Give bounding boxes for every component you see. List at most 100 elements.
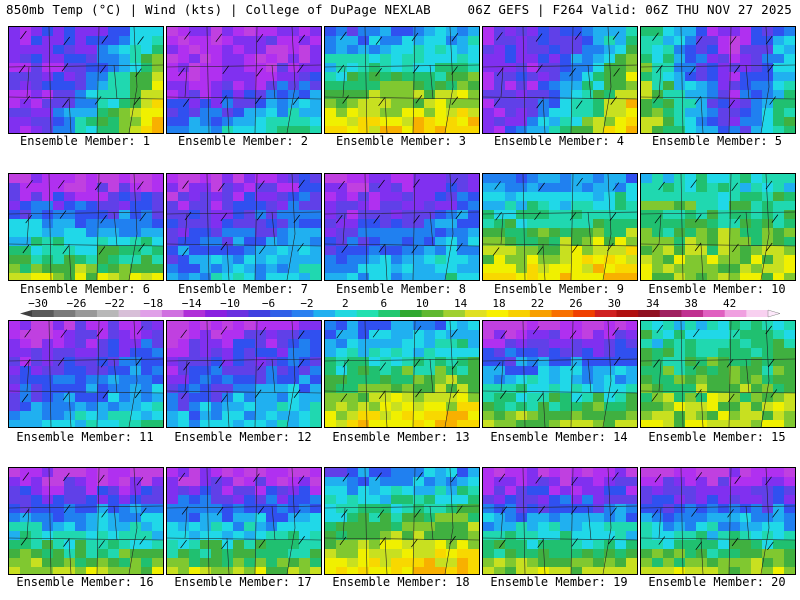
wind-barb [494,181,501,190]
wind-barb [732,329,740,338]
wind-barb [220,394,228,403]
state-border [9,505,163,509]
colorbar-swatch [659,310,682,317]
wind-barb [532,325,540,335]
colorbar-tick-label: 34 [646,297,660,310]
wind-barb [576,177,583,187]
wind-barb [451,177,458,187]
wind-barb [608,535,615,545]
wind-barb [23,95,31,105]
wind-barb [101,509,108,518]
temperature-field [483,321,637,427]
wind-barb [140,507,147,517]
wind-barb [297,64,304,73]
wind-barb [612,472,619,481]
wind-barb [607,242,614,252]
wind-barb [297,330,305,339]
wind-barb [416,472,423,481]
wind-barb [220,326,228,335]
state-border [96,468,100,574]
state-border [167,505,321,509]
wind-barb [771,214,779,223]
wind-barb [493,362,501,371]
state-border [286,27,296,133]
wind-barb [498,473,506,483]
wind-barb [413,359,421,368]
colorbar-min-arrow [20,310,32,317]
wind-barb [451,361,459,370]
state-border [96,174,100,280]
colorbar-swatch [75,310,98,317]
wind-barb [695,472,703,481]
wind-barb [571,538,579,547]
state-border [128,321,138,427]
wind-barb [25,214,32,224]
state-border [602,27,612,133]
state-border [364,174,368,280]
wind-barb [222,65,230,75]
colorbar-swatch [378,310,401,317]
state-border [9,96,163,100]
wind-barb [651,509,659,518]
colorbar-swatch [140,310,163,317]
wind-barb [215,33,223,43]
state-border [658,66,662,98]
colorbar-swatch [508,310,531,317]
temperature-field [325,174,479,280]
wind-barb [767,541,774,551]
state-border [760,27,770,133]
wind-barb [495,211,502,221]
ensemble-member-label: Ensemble Member: 14 [490,430,628,444]
colorbar-tick-label: 2 [342,297,349,310]
wind-barb [63,472,70,482]
state-border [128,468,138,574]
state-border [680,468,684,574]
state-border [271,358,276,394]
state-border [184,66,188,98]
wind-barb [731,537,739,547]
colorbar-tick-label: −10 [220,297,240,310]
wind-barb [372,329,380,338]
ensemble-member-label: Ensemble Member: 7 [177,282,309,296]
state-border [412,321,416,427]
wind-barb [21,393,29,403]
wind-barb [727,509,734,518]
wind-barb [692,328,700,338]
wind-barb [373,215,380,224]
wind-barb [610,507,617,516]
wind-barb [96,328,104,337]
colorbar-swatch [573,310,596,317]
wind-barb [612,327,619,336]
state-border [429,505,434,541]
state-border [641,358,795,362]
wind-barb [61,63,69,72]
temperature-field [325,468,479,574]
wind-barb [695,36,703,45]
wind-barb [574,31,582,40]
wind-barb [378,244,386,253]
wind-barb [536,246,544,255]
wind-barb [656,64,663,74]
state-border [342,213,346,245]
colorbar-swatch [746,310,769,317]
wind-barb [63,504,71,514]
colorbar-tick-label: 14 [454,297,468,310]
colorbar-tick-label: −18 [143,297,163,310]
wind-barb [695,389,702,398]
state-border [542,96,546,133]
wind-barb [336,214,343,224]
state-border [384,537,388,574]
state-border [96,27,100,133]
wind-barb [253,473,260,482]
ensemble-member-label: Ensemble Member: 11 [16,430,154,444]
state-border [167,64,321,68]
wind-barb [569,330,577,339]
colorbar-swatch [356,310,379,317]
colorbar-swatch [183,310,206,317]
wind-barb [375,472,382,481]
ensemble-panel-map [8,320,164,428]
state-border [26,360,30,392]
wind-barb [95,181,102,191]
ensemble-panel-map [8,173,164,281]
state-border [522,174,526,280]
